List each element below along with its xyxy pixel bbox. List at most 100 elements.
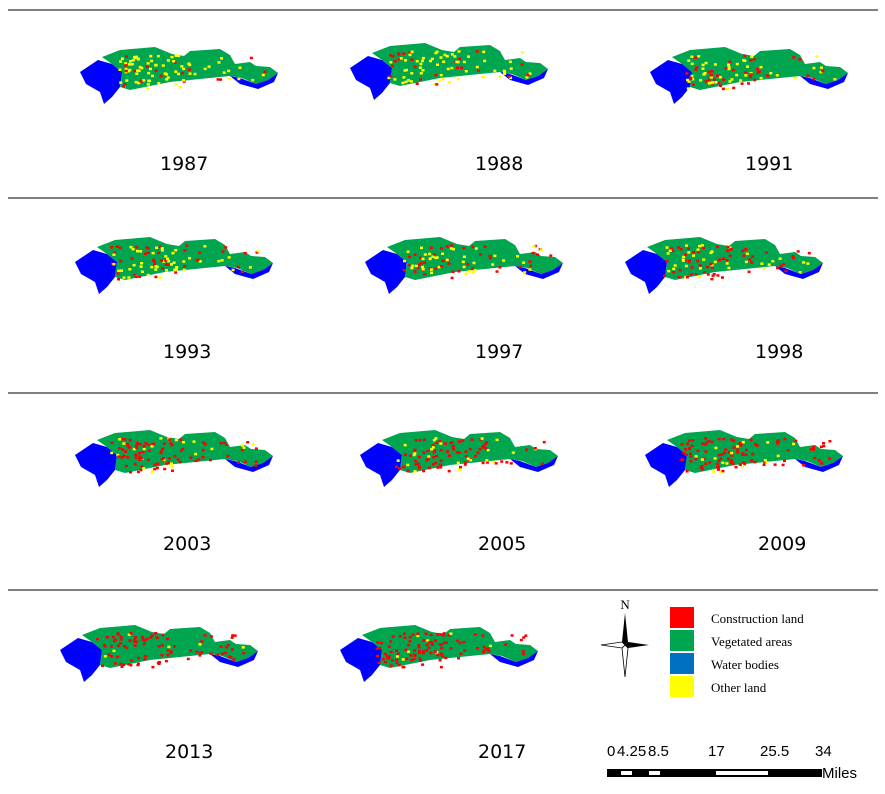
patch (141, 636, 144, 639)
patch (167, 263, 170, 266)
patch (147, 83, 150, 86)
patch (687, 87, 690, 90)
patch (473, 262, 476, 265)
patch (434, 650, 437, 653)
patch (183, 265, 186, 268)
patch (685, 72, 688, 75)
patch (704, 437, 707, 440)
patch (429, 652, 432, 655)
patch (529, 265, 532, 268)
patch (418, 646, 421, 649)
patch (182, 441, 185, 444)
patch (136, 250, 139, 253)
patch (448, 470, 451, 473)
patch (390, 665, 393, 668)
patch (217, 260, 220, 263)
patch (468, 270, 471, 273)
year-label: 1997 (475, 341, 523, 363)
patch (727, 64, 730, 67)
patch (523, 271, 526, 274)
patch (420, 262, 423, 265)
patch (440, 647, 443, 650)
patch (117, 272, 120, 275)
patch (476, 452, 479, 455)
map (350, 43, 548, 100)
patch (681, 443, 684, 446)
patch (165, 73, 168, 76)
patch (822, 445, 825, 448)
patch (382, 658, 385, 661)
patch (731, 454, 734, 457)
patch (722, 78, 725, 81)
patch (413, 658, 416, 661)
patch (155, 70, 158, 73)
patch (459, 466, 462, 469)
patch (714, 447, 717, 450)
patch (175, 83, 178, 86)
patch (402, 658, 405, 661)
patch (160, 654, 163, 657)
patch (510, 67, 513, 70)
patch (151, 75, 154, 78)
patch (665, 260, 668, 263)
patch (689, 453, 692, 456)
patch (439, 633, 442, 636)
patch (220, 57, 223, 60)
patch (416, 60, 419, 63)
patch (129, 439, 132, 442)
patch (255, 447, 258, 450)
patch (684, 254, 687, 257)
patch (422, 57, 425, 60)
patch (482, 76, 485, 79)
patch (449, 632, 452, 635)
patch (226, 455, 229, 458)
patch (407, 264, 410, 267)
patch (225, 444, 228, 447)
patch (686, 276, 689, 279)
patch (166, 638, 169, 641)
patch (422, 268, 425, 271)
patch (389, 640, 392, 643)
patch (388, 657, 391, 660)
patch (187, 658, 190, 661)
patch (715, 81, 718, 84)
patch (158, 645, 161, 648)
patch (137, 657, 140, 660)
patch (690, 266, 693, 269)
patch (741, 250, 744, 253)
patch (748, 271, 751, 274)
patch (106, 636, 109, 639)
patch (726, 250, 729, 253)
patch (438, 440, 441, 443)
patch (684, 448, 687, 451)
legend-label: Water bodies (711, 657, 779, 672)
patch (439, 659, 442, 662)
patch (407, 651, 410, 654)
patch (199, 652, 202, 655)
patch (457, 78, 460, 81)
patch (806, 262, 809, 265)
patch (173, 645, 176, 648)
patch (458, 468, 461, 471)
patch (667, 270, 670, 273)
patch (413, 449, 416, 452)
patch (719, 76, 722, 79)
patch (134, 636, 137, 639)
patch (432, 446, 435, 449)
patch (472, 271, 475, 274)
patch (189, 649, 192, 652)
patch (147, 459, 150, 462)
patch (129, 639, 132, 642)
patch (499, 76, 502, 79)
patch (719, 85, 722, 88)
patch (730, 78, 733, 81)
patch (380, 642, 383, 645)
patch (677, 246, 680, 249)
patch (414, 460, 417, 463)
scale-unit: Miles (822, 765, 857, 782)
patch (237, 266, 240, 269)
patch (179, 461, 182, 464)
patch (484, 245, 487, 248)
patch (498, 266, 501, 269)
patch (209, 459, 212, 462)
